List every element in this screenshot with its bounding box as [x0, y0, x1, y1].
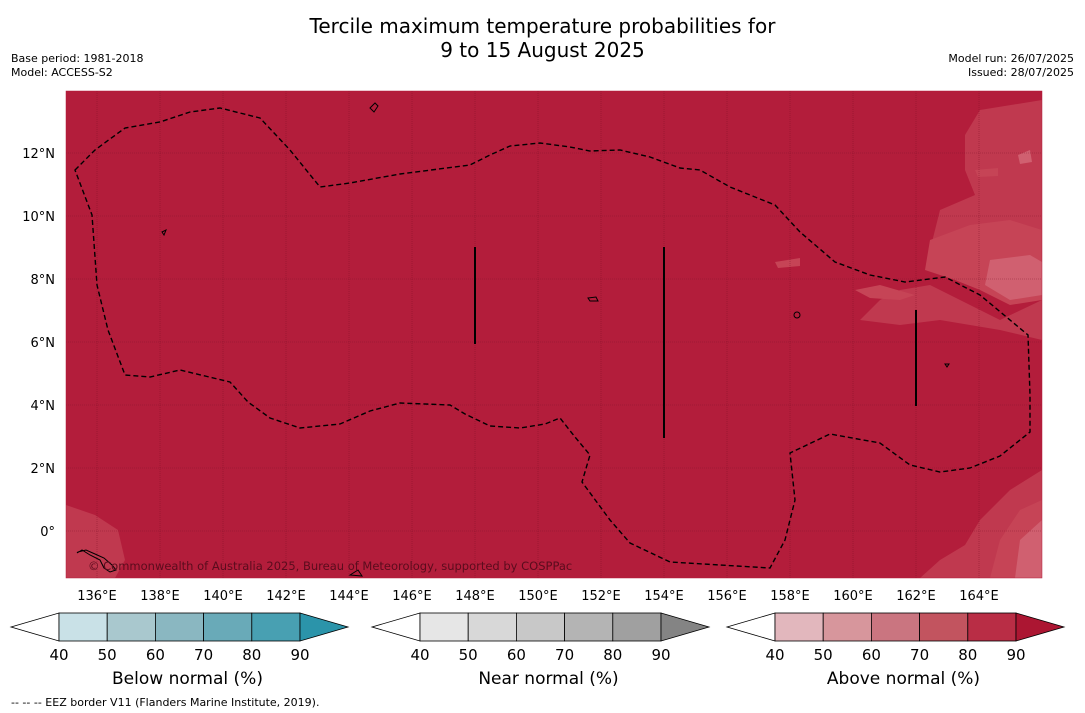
colorbar-segment — [871, 612, 921, 642]
colorbar-tick-label: 70 — [910, 646, 929, 664]
lon-label: 142°E — [266, 589, 306, 604]
lon-label: 150°E — [518, 589, 558, 604]
colorbar-title: Below normal (%) — [112, 669, 263, 689]
eez-border — [74, 107, 1031, 569]
colorbar-tick-label: 70 — [555, 646, 574, 664]
lon-labels: 136°E 138°E 140°E 142°E 144°E 146°E 148°… — [77, 589, 999, 604]
colorbar-title: Above normal (%) — [827, 669, 980, 689]
colorbar-extend-high — [660, 612, 711, 642]
colorbar-title: Near normal (%) — [478, 669, 618, 689]
shade-zone — [1018, 150, 1032, 164]
colorbar-tick-label: 40 — [49, 646, 68, 664]
colorbar-tick-label: 50 — [814, 646, 833, 664]
chart-title: Tercile maximum temperature probabilitie… — [0, 14, 1085, 62]
colorbar-tick-label: 90 — [1006, 646, 1025, 664]
title-line-1: Tercile maximum temperature probabilitie… — [309, 14, 776, 38]
model-label: Model: ACCESS-S2 — [11, 66, 113, 79]
colorbar-2: 40 50 60 70 80 90 Near normal (%) — [370, 612, 711, 689]
colorbar-3: 40 50 60 70 80 90 Above normal (%) — [725, 612, 1066, 689]
lon-label: 162°E — [896, 589, 936, 604]
colorbar-tick-label: 80 — [603, 646, 622, 664]
shade-zone — [855, 285, 915, 300]
colorbar-segment — [516, 612, 566, 642]
colorbar-segment — [919, 612, 969, 642]
colorbar-segment — [612, 612, 662, 642]
lon-label: 148°E — [455, 589, 495, 604]
colorbar-tick-label: 90 — [290, 646, 309, 664]
colorbar-segment — [419, 612, 469, 642]
lon-label: 156°E — [707, 589, 747, 604]
colorbar-segment — [967, 612, 1017, 642]
colorbar-tick-label: 60 — [862, 646, 881, 664]
shade-zone — [775, 258, 800, 268]
lon-label: 152°E — [581, 589, 621, 604]
shade-zone — [985, 255, 1042, 300]
colorbar-segment — [467, 612, 517, 642]
colorbar-tick-label: 60 — [146, 646, 165, 664]
island-outlines — [76, 102, 950, 577]
shade-zone — [860, 100, 1042, 340]
lon-label: 136°E — [77, 589, 117, 604]
lat-label: 8°N — [31, 273, 56, 288]
colorbar-segment — [251, 612, 301, 642]
colorbar-tick-label: 70 — [194, 646, 213, 664]
colorbar-tick-label: 60 — [507, 646, 526, 664]
shade-zone — [1015, 520, 1042, 578]
lon-label: 144°E — [329, 589, 369, 604]
copyright-text: © Commonwealth of Australia 2025, Bureau… — [88, 559, 572, 573]
colorbar-tick-label: 40 — [765, 646, 784, 664]
lat-label: 10°N — [22, 210, 55, 225]
lon-label: 164°E — [959, 589, 999, 604]
colorbar-tick-label: 80 — [242, 646, 261, 664]
shade-zone — [975, 168, 998, 177]
lat-label: 4°N — [31, 399, 56, 414]
map-panel — [66, 91, 1042, 578]
lon-label: 158°E — [770, 589, 810, 604]
base-period-label: Base period: 1981-2018 — [11, 52, 144, 65]
colorbar-segment — [154, 612, 204, 642]
footnote: -- -- -- EEZ border V11 (Flanders Marine… — [11, 696, 320, 709]
title-line-2: 9 to 15 August 2025 — [440, 38, 645, 62]
lon-label: 140°E — [203, 589, 243, 604]
meta-right: Model run: 26/07/2025 Issued: 28/07/2025 — [948, 52, 1074, 80]
lat-labels: 12°N 10°N 8°N 6°N 4°N 2°N 0° — [22, 147, 55, 540]
colorbar-extend-high — [1015, 612, 1066, 642]
lon-label: 138°E — [140, 589, 180, 604]
map-frame — [65, 90, 1043, 579]
meta-left: Base period: 1981-2018 Model: ACCESS-S2 — [11, 52, 143, 80]
issued-label: Issued: 28/07/2025 — [967, 66, 1074, 79]
colorbar-tick-label: 90 — [651, 646, 670, 664]
colorbar-extend-high — [299, 612, 350, 642]
colorbar-tick-label: 80 — [958, 646, 977, 664]
colorbars: 40 50 60 70 80 90 Below normal (%) 40 50 60 70 80 90… — [9, 612, 1066, 689]
colorbar-extend-low — [9, 612, 60, 642]
lon-label: 146°E — [392, 589, 432, 604]
colorbar-tick-label: 50 — [98, 646, 117, 664]
lat-label: 0° — [40, 525, 55, 540]
colorbar-tick-label: 40 — [410, 646, 429, 664]
lon-label: 160°E — [833, 589, 873, 604]
colorbar-segment — [58, 612, 108, 642]
graticule — [66, 91, 1042, 578]
lat-label: 6°N — [31, 336, 56, 351]
colorbar-segment — [822, 612, 872, 642]
colorbar-extend-low — [370, 612, 421, 642]
lon-label: 154°E — [644, 589, 684, 604]
colorbar-segment — [203, 612, 253, 642]
colorbar-segment — [774, 612, 824, 642]
colorbar-segment — [564, 612, 614, 642]
colorbar-1: 40 50 60 70 80 90 Below normal (%) — [9, 612, 350, 689]
lat-label: 2°N — [31, 462, 56, 477]
lat-label: 12°N — [22, 147, 55, 162]
colorbar-segment — [106, 612, 156, 642]
probability-field — [66, 91, 1042, 578]
colorbar-extend-low — [725, 612, 776, 642]
shade-zone — [66, 505, 125, 578]
model-run-label: Model run: 26/07/2025 — [948, 52, 1074, 65]
colorbar-tick-label: 50 — [459, 646, 478, 664]
